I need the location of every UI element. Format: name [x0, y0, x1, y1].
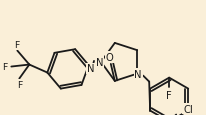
Text: N: N — [135, 69, 142, 79]
Text: N: N — [87, 64, 94, 74]
Text: N: N — [96, 57, 104, 67]
Text: F: F — [17, 80, 22, 89]
Text: F: F — [2, 62, 7, 71]
Text: F: F — [166, 90, 172, 100]
Text: Cl: Cl — [183, 104, 193, 114]
Text: F: F — [14, 41, 19, 50]
Text: O: O — [106, 52, 114, 62]
